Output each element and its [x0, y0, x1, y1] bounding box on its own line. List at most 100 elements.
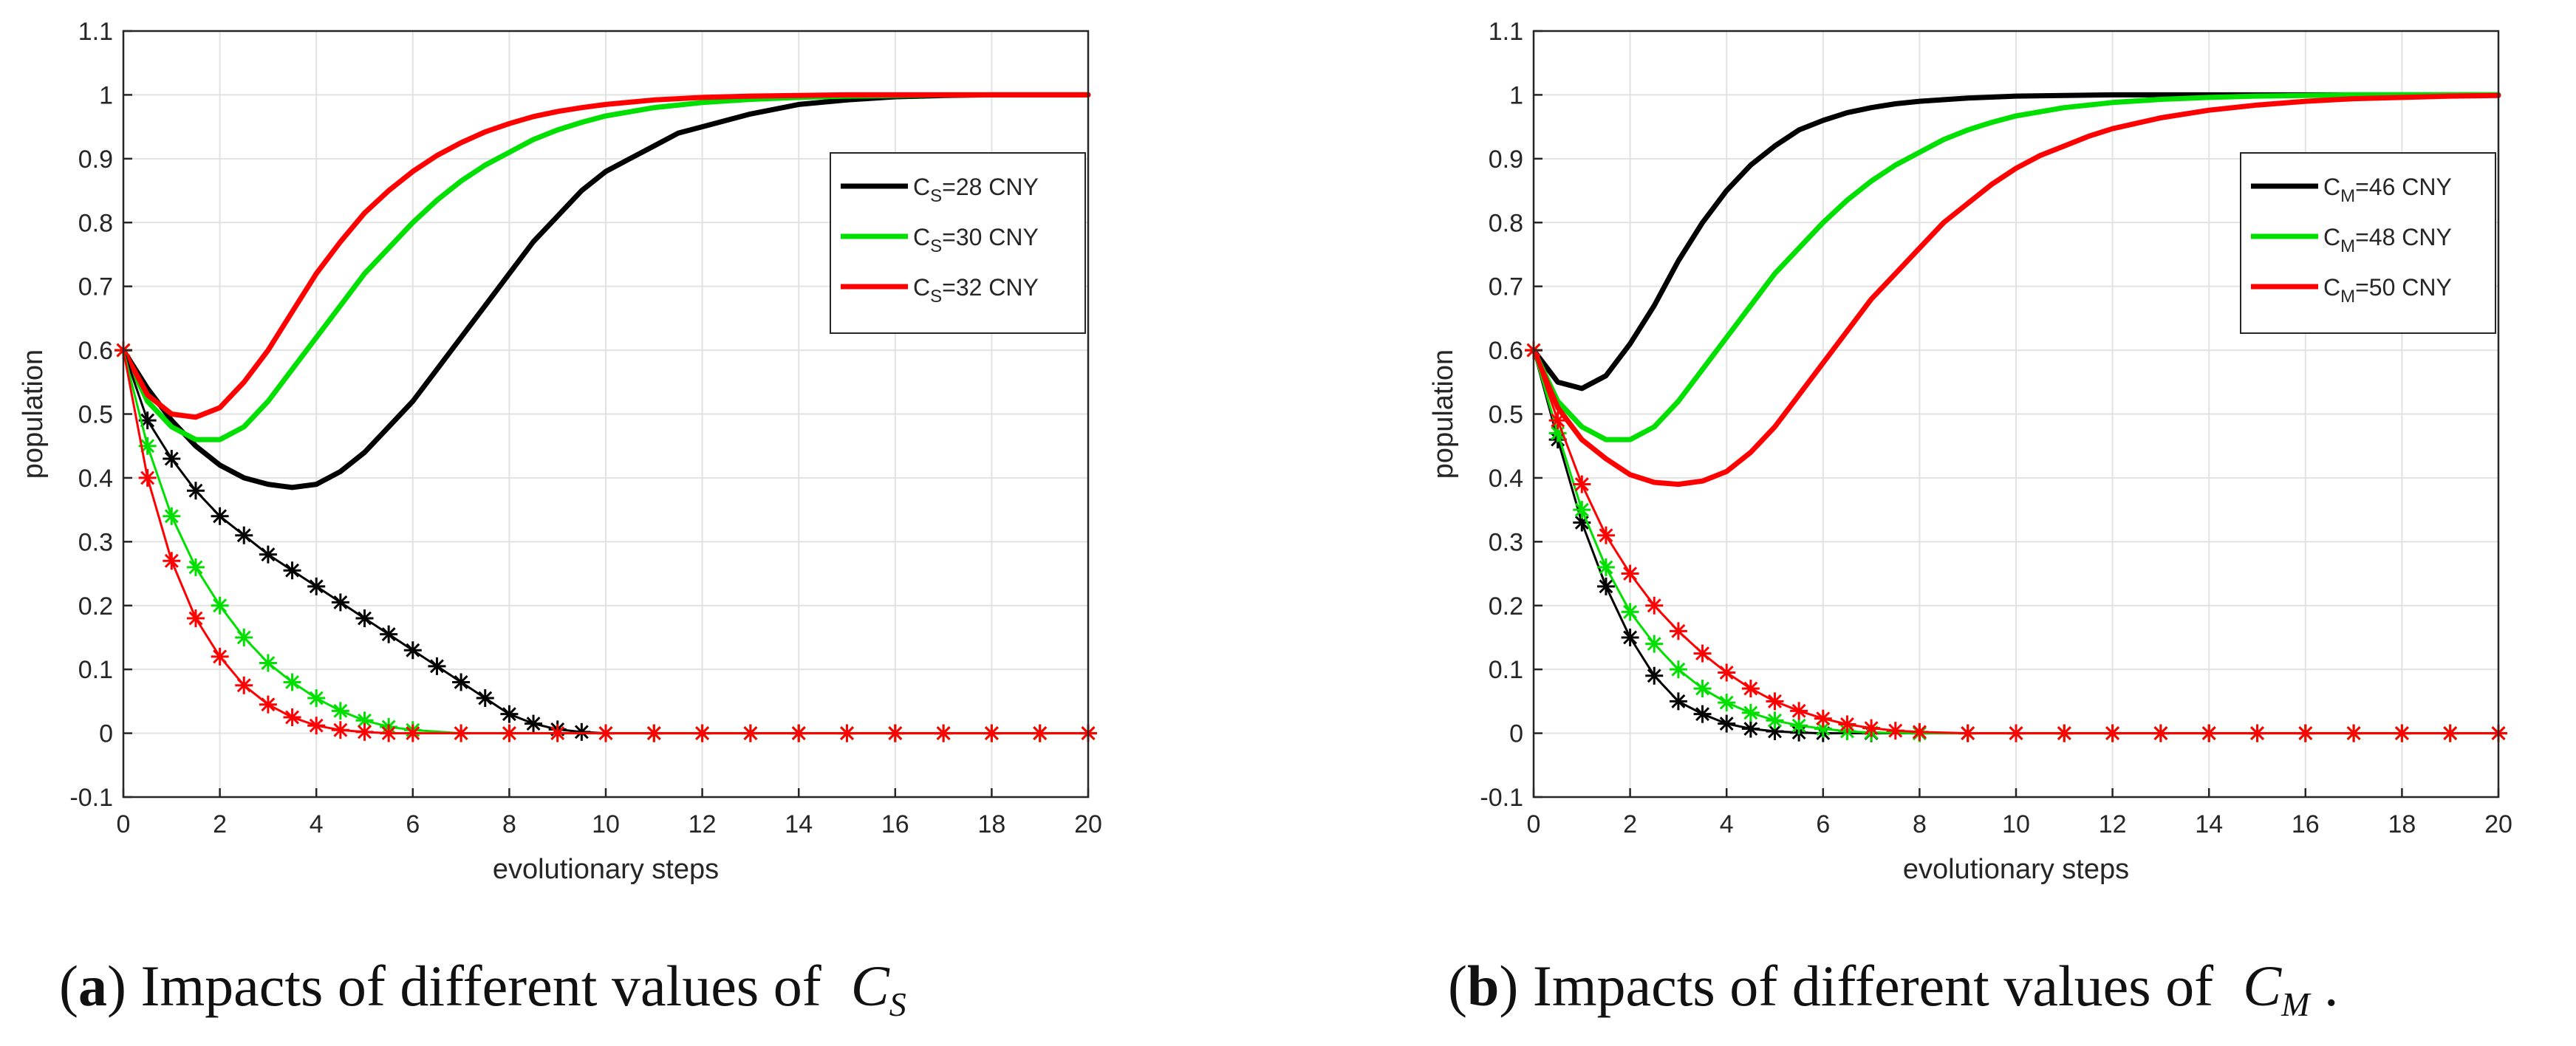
- chart-b-marker-4-12: [1814, 719, 1832, 738]
- marker-stroke: [574, 725, 589, 739]
- marker-stroke: [406, 726, 420, 741]
- chart-a-ytick-label: 0.3: [78, 528, 113, 556]
- chart-b-xtick-label: 0: [1527, 810, 1541, 838]
- chart-b-ytick-label: 1: [1509, 81, 1523, 109]
- marker-stroke: [840, 726, 854, 741]
- marker-stroke: [1623, 567, 1638, 581]
- chart-a-xtick-label: 18: [977, 810, 1005, 838]
- chart-b-marker-5-16: [1910, 722, 1929, 741]
- marker-stroke: [1719, 666, 1734, 680]
- chart-a: 0 2 4 6 8 10 12 14 16 18 20-0.100.10.20.30.40.50.6…: [18, 18, 1102, 885]
- chart-a-marker-4-10: [355, 711, 374, 730]
- chart-b-xtick-label: 10: [2002, 810, 2030, 838]
- chart-a-marker-3-17: [525, 714, 543, 733]
- marker-stroke: [333, 703, 348, 718]
- marker-stroke: [454, 726, 468, 741]
- chart-b-marker-5-12: [1814, 709, 1832, 728]
- chart-a-marker-4-7: [283, 673, 301, 691]
- marker-stroke: [140, 413, 155, 428]
- marker-stroke: [550, 726, 565, 741]
- marker-stroke: [333, 722, 348, 737]
- marker-stroke: [236, 528, 251, 543]
- caption-a: (a) Impacts of different values of CS: [59, 954, 906, 1023]
- chart-a-marker-3-13: [428, 657, 446, 675]
- chart-a-xtick-label: 6: [406, 810, 420, 838]
- chart-b-xtick-label: 16: [2292, 810, 2320, 838]
- chart-b-xtick-label: 4: [1720, 810, 1734, 838]
- chart-a-marker-3-11: [380, 625, 398, 643]
- chart-a-xtick-label: 16: [881, 810, 909, 838]
- chart-a-marker-5-7: [283, 708, 301, 726]
- chart-a-marker-4-2: [163, 507, 181, 525]
- marker-stroke: [1695, 646, 1710, 661]
- marker-stroke: [309, 718, 324, 733]
- chart-b-marker-4-9: [1741, 703, 1760, 722]
- chart-b-xtick-label: 20: [2484, 810, 2512, 838]
- chart-a-series-group: [115, 92, 1097, 742]
- marker-stroke: [526, 717, 541, 731]
- chart-a-marker-5-21: [838, 724, 856, 742]
- marker-stroke: [1671, 694, 1686, 708]
- chart-b-marker-5-11: [1790, 702, 1808, 720]
- chart-a-ytick-label: 0.1: [78, 656, 113, 684]
- chart-a-marker-5-13: [452, 724, 471, 742]
- chart-b-marker-4-2: [1573, 501, 1591, 519]
- chart-a-ytick-label: 0.8: [78, 209, 113, 237]
- chart-a-marker-3-16: [500, 705, 519, 723]
- chart-a-marker-3-10: [355, 609, 374, 628]
- marker-stroke: [2201, 726, 2216, 741]
- chart-b-ytick-label: 0.7: [1489, 273, 1523, 301]
- chart-b-ytick-label: 0.9: [1489, 146, 1523, 174]
- marker-stroke: [333, 595, 348, 609]
- chart-b-marker-5-15: [1886, 722, 1904, 740]
- chart-b-marker-5-5: [1645, 596, 1664, 615]
- marker-stroke: [213, 598, 228, 613]
- marker-stroke: [1599, 560, 1613, 575]
- marker-stroke: [188, 560, 203, 575]
- marker-stroke: [984, 726, 999, 741]
- chart-a-ytick-label: 0.7: [78, 273, 113, 301]
- chart-b-marker-4-4: [1621, 603, 1639, 621]
- marker-stroke: [261, 547, 276, 562]
- chart-b-legend-box: [2240, 152, 2496, 334]
- marker-stroke: [1768, 724, 1782, 739]
- chart-b-ytick-label: 0: [1509, 720, 1523, 748]
- chart-b-xtick-label: 8: [1913, 810, 1927, 838]
- chart-a-marker-5-15: [548, 724, 567, 742]
- marker-stroke: [213, 649, 228, 664]
- marker-stroke: [1743, 722, 1758, 736]
- chart-a-marker-3-19: [573, 722, 591, 741]
- marker-stroke: [502, 707, 516, 722]
- chart-b-marker-4-8: [1718, 694, 1736, 712]
- marker-stroke: [1599, 528, 1613, 543]
- chart-b-marker-5-4: [1621, 564, 1639, 583]
- chart-b-ytick-label: 0.2: [1489, 592, 1523, 621]
- marker-stroke: [1719, 695, 1734, 710]
- marker-stroke: [1816, 722, 1831, 736]
- chart-b-ytick-label: 0.8: [1489, 209, 1523, 237]
- chart-a-marker-4-4: [211, 596, 229, 615]
- marker-stroke: [1599, 579, 1613, 594]
- chart-a-series-line-2: [120, 92, 1091, 420]
- chart-b-ytick-label: 0.4: [1489, 465, 1523, 493]
- chart-a-marker-5-24: [983, 724, 1001, 742]
- chart-a-marker-4-9: [331, 702, 349, 720]
- chart-b-marker-3-5: [1645, 666, 1664, 685]
- chart-b-xtick-label: 6: [1816, 810, 1830, 838]
- marker-stroke: [429, 659, 444, 674]
- marker-stroke: [406, 643, 420, 657]
- marker-stroke: [743, 726, 758, 741]
- marker-stroke: [1671, 662, 1686, 677]
- marker-stroke: [285, 563, 300, 578]
- marker-stroke: [164, 451, 179, 466]
- marker-stroke: [1768, 694, 1782, 708]
- marker-stroke: [1816, 711, 1831, 726]
- marker-stroke: [454, 674, 468, 689]
- chart-a-xtick-label: 14: [785, 810, 813, 838]
- marker-stroke: [1647, 598, 1661, 613]
- chart-a-marker-5-2: [163, 552, 181, 570]
- chart-a-marker-3-14: [452, 673, 471, 691]
- marker-stroke: [261, 656, 276, 670]
- marker-stroke: [1574, 502, 1589, 517]
